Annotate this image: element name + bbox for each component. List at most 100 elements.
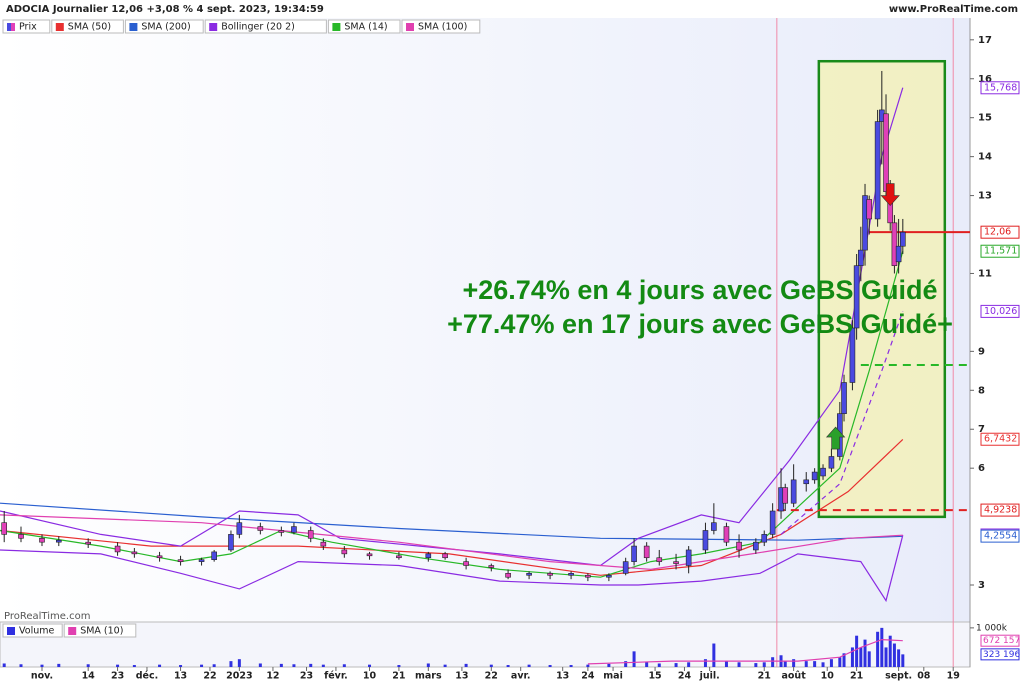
candle-body (307, 530, 314, 539)
legend-swatch (11, 23, 15, 31)
volume-bar (859, 647, 863, 667)
volume-bar (368, 664, 372, 667)
candle-body (853, 265, 860, 329)
volume-bar (200, 664, 204, 667)
volume-bar (464, 663, 468, 667)
volume-bar (158, 664, 162, 667)
candle-body (211, 551, 217, 560)
chart-title: ADOCIA Journalier 12,06 +3,08 % 4 sept. … (6, 4, 324, 15)
y-tick-label: 17 (978, 35, 992, 46)
x-tick-label: 23 (300, 671, 313, 682)
volume-bar (19, 664, 23, 667)
volume-bar (804, 661, 808, 667)
y-tick-label: 7 (978, 424, 985, 435)
volume-bar (703, 659, 707, 667)
volume-bar (783, 661, 787, 667)
legend-swatch (7, 627, 15, 635)
x-tick-label: 13 (455, 671, 468, 682)
volume-bar (40, 664, 44, 667)
legend-label: SMA (14) (344, 22, 387, 33)
candle-body (858, 249, 864, 266)
x-tick-label: 24 (678, 671, 692, 682)
volume-bar (426, 663, 430, 667)
legend-swatch (68, 627, 77, 635)
volume-bar (657, 663, 661, 667)
volume-bar (892, 643, 896, 667)
legend-frame (124, 19, 204, 34)
candle-body (1, 522, 7, 535)
x-tick-label: févr. (324, 671, 348, 682)
candle-body (236, 522, 243, 535)
legend-label: SMA (10) (80, 626, 123, 637)
legend-swatch (129, 23, 138, 31)
candle-body (85, 541, 91, 545)
y-tick-label: 8 (978, 385, 985, 396)
volume-bar (179, 665, 183, 667)
volume-bar (132, 665, 136, 667)
candle-body (631, 545, 637, 562)
legend-item: Bollinger (20 2) (204, 19, 327, 34)
legend-label: Prix (19, 22, 37, 33)
price-label: 11,571 (984, 246, 1017, 257)
volume-bar (737, 662, 741, 667)
candle-body (396, 555, 402, 559)
price-label: 10,026 (984, 306, 1017, 317)
candle-body (114, 545, 121, 553)
x-tick-label: 12 (266, 671, 279, 682)
legend-item: SMA (200) (124, 19, 204, 34)
price-label: 12,06 (984, 227, 1011, 238)
legend-frame (2, 623, 63, 638)
arrow-marker (825, 426, 846, 450)
indicator-line (0, 87, 904, 567)
candle-body (736, 541, 742, 551)
x-tick-label: 10 (363, 671, 377, 682)
volume-bar (258, 663, 262, 667)
candle-body (622, 561, 629, 574)
legend-item: SMA (14) (327, 19, 401, 34)
x-tick-label: mai (603, 671, 623, 682)
candle-body (156, 555, 163, 559)
x-tick-label: 24 (581, 671, 595, 682)
price-label: 4,2554 (984, 531, 1017, 542)
legend-label: Volume (19, 626, 54, 637)
y-tick-label: 16 (978, 74, 992, 85)
legend-frame (63, 623, 137, 638)
candle-body (828, 456, 835, 469)
y-tick-label: 13 (978, 191, 992, 202)
price-label-box (980, 432, 1020, 446)
volume-bar (624, 661, 628, 667)
volume-bar (687, 662, 691, 667)
volume-bar (863, 639, 867, 667)
volume-bar (527, 664, 531, 667)
source: www.ProRealTime.com (889, 4, 1018, 15)
volume-bar (229, 661, 233, 667)
watermark: ProRealTime.com (4, 611, 90, 622)
volume-bar (292, 664, 296, 667)
x-tick-label: 19 (947, 671, 960, 682)
candle-body (761, 534, 768, 543)
indicator-line (0, 502, 903, 541)
candle-body (366, 553, 373, 557)
volume-bar (2, 663, 6, 667)
price-label: 4,9238 (984, 505, 1017, 516)
y-tick-label: 3 (978, 580, 985, 591)
candle-body (883, 113, 889, 192)
volume-bar (586, 664, 590, 667)
candle-body (891, 222, 898, 266)
volume-bar (880, 627, 884, 667)
volume-bar (867, 651, 871, 667)
legend-frame (51, 19, 124, 34)
candle-body (862, 195, 868, 251)
volume-bar (569, 665, 573, 667)
x-tick-label: 21 (392, 671, 405, 682)
legend-label: SMA (100) (418, 22, 467, 33)
volume-bar (443, 664, 447, 667)
x-tick-label: 21 (850, 671, 863, 682)
legend-item: SMA (10) (63, 623, 137, 638)
candle-body (656, 557, 663, 562)
volume-bar (632, 651, 636, 667)
legend-item: Prix (2, 19, 51, 34)
volume-label-box (980, 634, 1020, 647)
price-label-box (980, 225, 1020, 239)
